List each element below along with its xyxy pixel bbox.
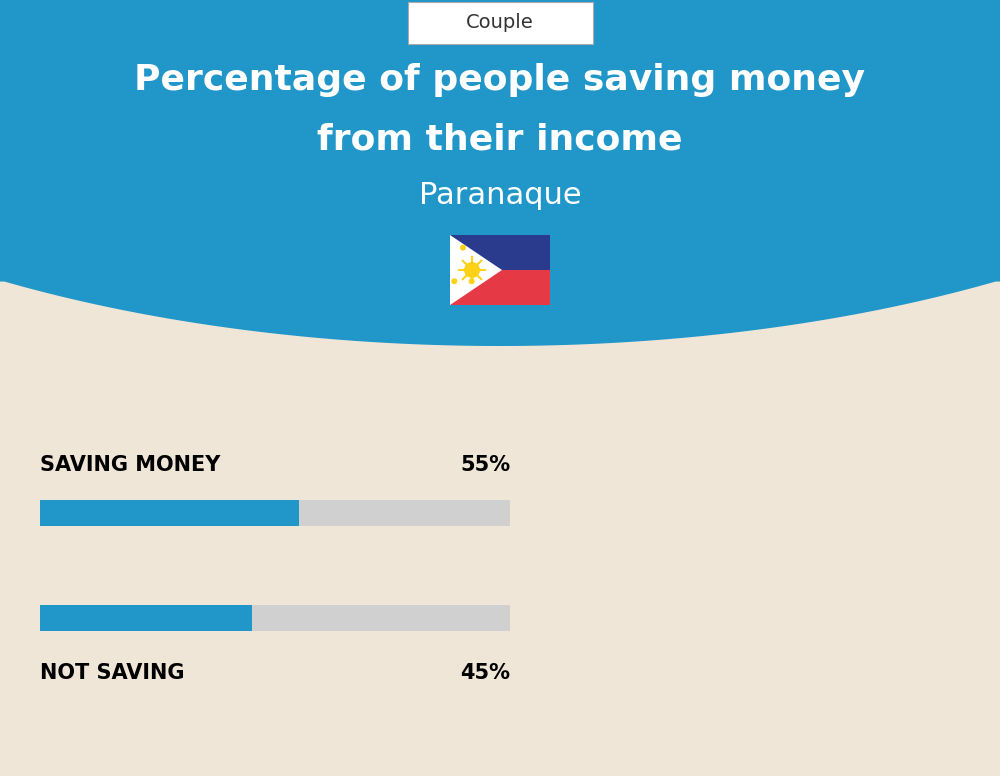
Circle shape — [460, 244, 466, 251]
Polygon shape — [450, 235, 502, 305]
Text: NOT SAVING: NOT SAVING — [40, 663, 184, 683]
Bar — [40, 605, 510, 631]
Circle shape — [464, 262, 480, 278]
Text: 45%: 45% — [460, 663, 510, 683]
Bar — [450, 235, 550, 305]
Bar — [450, 270, 550, 305]
FancyBboxPatch shape — [408, 2, 592, 44]
Bar — [450, 235, 550, 270]
Text: from their income: from their income — [317, 123, 683, 157]
Text: Couple: Couple — [466, 13, 534, 33]
Bar — [40, 500, 298, 526]
Circle shape — [469, 279, 475, 284]
Text: Paranaque: Paranaque — [419, 181, 581, 210]
Circle shape — [451, 279, 457, 284]
Bar — [40, 605, 252, 631]
Bar — [40, 500, 510, 526]
Text: SAVING MONEY: SAVING MONEY — [40, 455, 220, 475]
Text: Percentage of people saving money: Percentage of people saving money — [134, 63, 866, 97]
Polygon shape — [0, 0, 1000, 346]
Text: 55%: 55% — [460, 455, 510, 475]
